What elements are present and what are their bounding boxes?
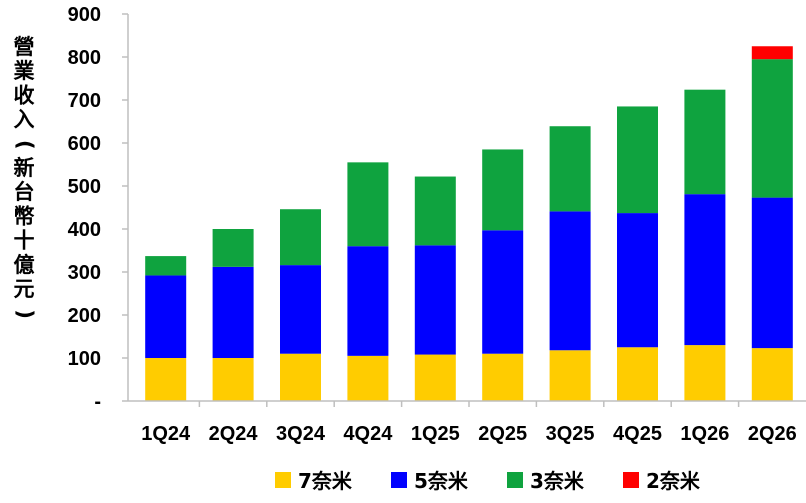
y-tick-label: 100 (68, 348, 101, 370)
legend-swatch (391, 472, 407, 488)
bar-segment (280, 353, 321, 401)
bar-segment (549, 350, 591, 401)
y-axis-label-char: ( (13, 140, 37, 150)
y-tick-label: 500 (68, 176, 101, 198)
y-axis-label-char: 台 (14, 180, 35, 204)
bar-segment (751, 46, 793, 60)
x-tick-label: 2Q24 (209, 423, 259, 445)
bar-segment (145, 358, 187, 401)
x-tick-label: 1Q25 (411, 423, 460, 445)
legend-swatch (623, 472, 639, 488)
bar-segment (482, 353, 524, 401)
y-axis-label-char: 幣 (14, 204, 35, 228)
y-tick-label: - (94, 391, 101, 413)
x-axis-ticks: 1Q24 2Q24 3Q24 4Q24 1Q25 2Q25 3Q25 4Q25 1Q26 2Q26 (141, 401, 797, 445)
y-tick-label: 600 (68, 133, 101, 155)
y-axis-label-char: 營 (14, 35, 35, 59)
y-axis-label-char: 億 (14, 253, 35, 277)
bar-segment (145, 256, 187, 276)
bar-segment (347, 355, 389, 401)
bar-segment (684, 194, 726, 346)
bar-segment (482, 149, 524, 231)
bar-segment (617, 347, 658, 401)
y-axis-label-char: 業 (14, 59, 36, 83)
y-tick-label: 700 (68, 90, 101, 112)
bar-segment (347, 162, 389, 247)
bar-segment (751, 59, 793, 198)
bar-segment (482, 230, 524, 354)
x-tick-label: 4Q24 (343, 423, 393, 445)
bar-segment (347, 246, 389, 356)
y-axis-label-char: ) (13, 309, 37, 319)
bar-segment (751, 348, 793, 401)
x-tick-label: 1Q26 (680, 423, 729, 445)
bar-segment (212, 266, 254, 358)
y-axis-ticks: - 100 200 300 400 500 600 700 800 900 (68, 4, 128, 413)
y-axis-label-char: 元 (14, 277, 35, 301)
legend: 7奈米 5奈米 3奈米 2奈米 (275, 469, 701, 493)
bar-segment (414, 176, 456, 246)
legend-swatch (507, 472, 523, 488)
bar-segment (280, 265, 321, 354)
x-tick-label: 2Q26 (748, 423, 797, 445)
bar-segment (549, 126, 591, 212)
bar-segment (212, 229, 254, 267)
bar-segment (549, 211, 591, 351)
x-tick-label: 3Q24 (276, 423, 326, 445)
y-axis-label-char: 收 (14, 83, 35, 107)
bar-stacks (145, 46, 793, 401)
x-tick-label: 3Q25 (546, 423, 595, 445)
legend-label: 2奈米 (646, 469, 701, 493)
y-tick-label: 300 (68, 262, 101, 284)
x-tick-label: 4Q25 (613, 423, 662, 445)
legend-swatch (275, 472, 291, 488)
y-tick-label: 200 (68, 305, 101, 327)
bar-segment (280, 209, 321, 266)
bar-segment (684, 345, 726, 401)
y-tick-label: 400 (68, 219, 101, 241)
legend-label: 7奈米 (298, 469, 353, 493)
x-tick-label: 2Q25 (478, 423, 527, 445)
bar-segment (145, 275, 187, 358)
bar-segment (617, 213, 658, 348)
y-tick-label: 900 (68, 4, 101, 26)
bar-segment (751, 197, 793, 349)
y-axis-label-char: 新 (14, 156, 35, 180)
legend-label: 5奈米 (414, 469, 469, 493)
y-axis-label-char: 十 (14, 229, 35, 253)
x-tick-label: 1Q24 (141, 423, 191, 445)
legend-label: 3奈米 (530, 469, 585, 493)
bar-segment (684, 89, 726, 195)
y-tick-label: 800 (68, 47, 101, 69)
bar-segment (414, 354, 456, 401)
bar-segment (617, 106, 658, 214)
bar-segment (414, 245, 456, 355)
y-axis-label-char: 入 (14, 108, 35, 132)
bar-segment (212, 358, 254, 401)
